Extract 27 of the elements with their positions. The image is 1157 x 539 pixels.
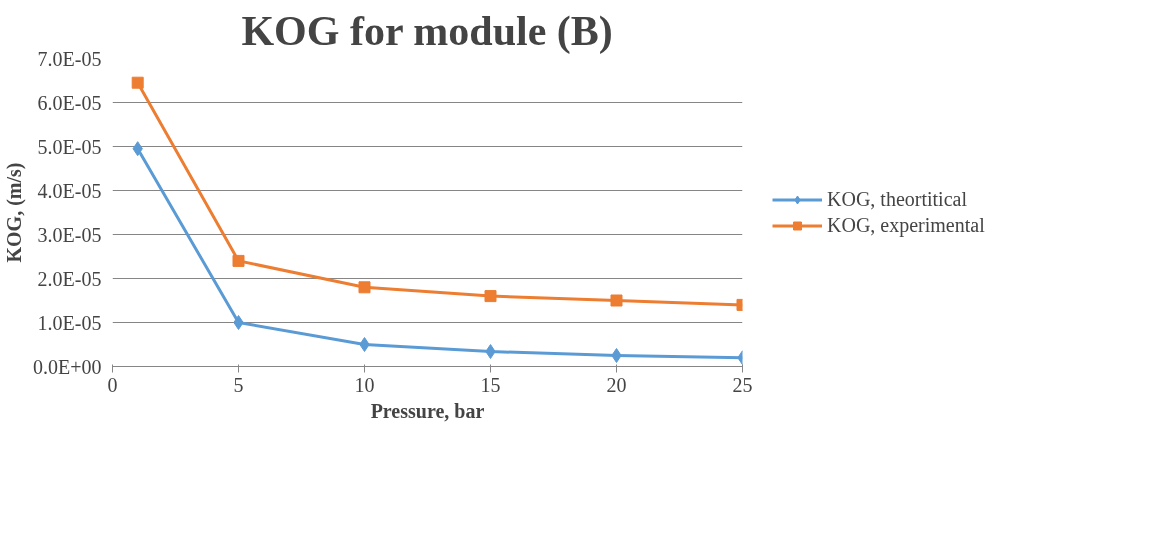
y-axis-title: KOG, (m/s) xyxy=(3,162,26,263)
point xyxy=(232,254,245,267)
y-tick-label: 0.0E+00 xyxy=(33,355,102,378)
y-tick-label: 5.0E-05 xyxy=(37,135,102,158)
legend-label: KOG, theortitical xyxy=(827,187,967,211)
y-tick-label: 2.0E-05 xyxy=(37,267,102,290)
point xyxy=(131,76,144,89)
x-tick-label: 0 xyxy=(107,373,118,396)
point xyxy=(359,337,370,352)
point xyxy=(610,294,623,307)
x-axis-title: Pressure, bar xyxy=(370,399,485,422)
point xyxy=(358,281,371,294)
point xyxy=(484,290,497,303)
y-tick-label: 1.0E-05 xyxy=(37,311,102,334)
point xyxy=(233,315,244,330)
x-tick-label: 20 xyxy=(606,373,627,396)
x-tick-label: 5 xyxy=(233,373,244,396)
y-tick-label: 7.0E-05 xyxy=(37,47,102,70)
point xyxy=(611,348,622,363)
y-tick-label: 3.0E-05 xyxy=(37,223,102,246)
x-tick-label: 10 xyxy=(354,373,375,396)
y-tick-label: 6.0E-05 xyxy=(37,91,102,114)
legend-label: KOG, experimental xyxy=(827,213,985,237)
y-tick-label: 4.0E-05 xyxy=(37,179,102,202)
chart-title: KOG for module (B) xyxy=(241,7,613,55)
x-tick-label: 15 xyxy=(480,373,501,396)
x-tick-label: 25 xyxy=(732,373,753,396)
